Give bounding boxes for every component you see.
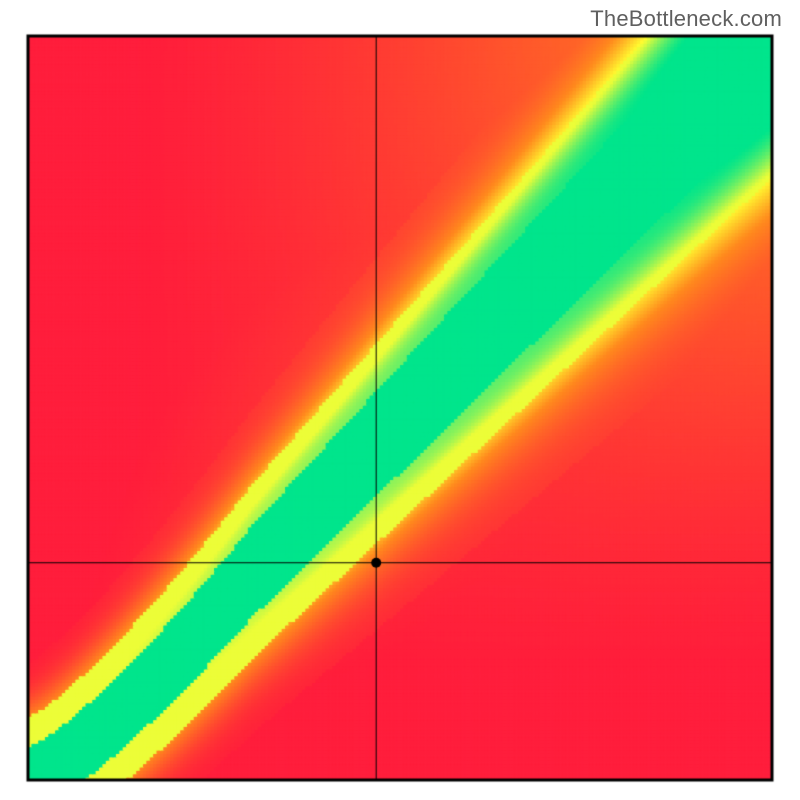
source-attribution: TheBottleneck.com (590, 6, 782, 32)
bottleneck-heatmap (0, 0, 800, 800)
